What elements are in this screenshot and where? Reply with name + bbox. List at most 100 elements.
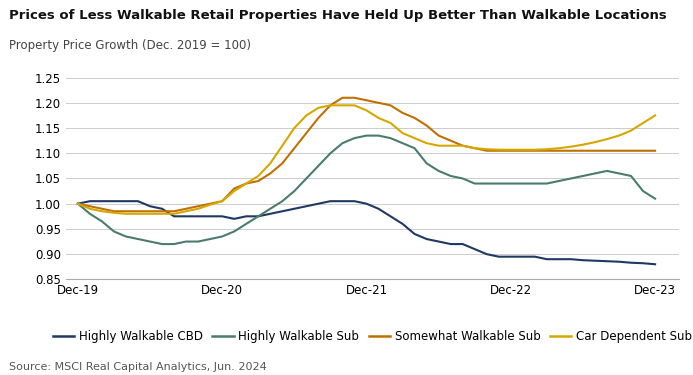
Car Dependent Sub [387,121,395,125]
Car Dependent Sub [242,181,250,186]
Highly Walkable Sub [471,181,479,186]
Highly Walkable CBD [615,260,623,264]
Highly Walkable Sub [531,181,539,186]
Highly Walkable CBD [531,254,539,259]
Somewhat Walkable Sub [326,103,335,108]
Highly Walkable CBD [410,232,419,236]
Somewhat Walkable Sub [266,171,274,176]
Somewhat Walkable Sub [495,148,503,153]
Highly Walkable Sub [591,171,599,176]
Highly Walkable CBD [86,199,94,203]
Somewhat Walkable Sub [471,146,479,150]
Somewhat Walkable Sub [338,96,346,100]
Car Dependent Sub [495,147,503,152]
Car Dependent Sub [398,131,407,135]
Somewhat Walkable Sub [182,207,191,211]
Somewhat Walkable Sub [170,209,178,213]
Highly Walkable CBD [507,254,515,259]
Highly Walkable CBD [338,199,346,203]
Somewhat Walkable Sub [230,186,238,191]
Somewhat Walkable Sub [206,201,214,206]
Car Dependent Sub [471,146,479,150]
Highly Walkable Sub [603,169,611,173]
Highly Walkable CBD [146,204,154,209]
Highly Walkable CBD [182,214,191,219]
Highly Walkable CBD [482,252,491,257]
Highly Walkable CBD [134,199,142,203]
Somewhat Walkable Sub [423,123,431,128]
Car Dependent Sub [482,147,491,152]
Highly Walkable CBD [387,214,395,219]
Highly Walkable Sub [98,219,106,224]
Somewhat Walkable Sub [242,181,250,186]
Highly Walkable Sub [206,237,214,241]
Highly Walkable CBD [206,214,214,219]
Highly Walkable Sub [554,179,563,183]
Highly Walkable Sub [290,189,299,194]
Somewhat Walkable Sub [459,144,467,148]
Car Dependent Sub [591,140,599,144]
Line: Car Dependent Sub: Car Dependent Sub [78,105,655,214]
Somewhat Walkable Sub [86,204,94,209]
Line: Highly Walkable CBD: Highly Walkable CBD [78,201,655,264]
Car Dependent Sub [230,189,238,194]
Highly Walkable Sub [507,181,515,186]
Highly Walkable CBD [242,214,250,219]
Highly Walkable Sub [495,181,503,186]
Car Dependent Sub [338,103,346,108]
Somewhat Walkable Sub [591,148,599,153]
Highly Walkable Sub [374,134,383,138]
Car Dependent Sub [639,121,647,125]
Highly Walkable CBD [591,258,599,263]
Highly Walkable Sub [446,174,455,178]
Car Dependent Sub [302,113,310,118]
Car Dependent Sub [218,199,227,203]
Somewhat Walkable Sub [435,134,443,138]
Highly Walkable CBD [603,259,611,264]
Highly Walkable Sub [423,161,431,166]
Highly Walkable Sub [326,151,335,156]
Highly Walkable Sub [387,136,395,140]
Highly Walkable Sub [182,239,191,244]
Car Dependent Sub [206,202,214,207]
Highly Walkable Sub [158,242,166,246]
Car Dependent Sub [278,144,286,148]
Highly Walkable CBD [218,214,227,219]
Somewhat Walkable Sub [627,148,635,153]
Car Dependent Sub [266,161,274,166]
Somewhat Walkable Sub [651,148,659,153]
Highly Walkable CBD [374,207,383,211]
Highly Walkable Sub [362,134,371,138]
Somewhat Walkable Sub [350,96,358,100]
Highly Walkable Sub [109,229,118,234]
Text: Source: MSCI Real Capital Analytics, Jun. 2024: Source: MSCI Real Capital Analytics, Jun… [9,362,267,372]
Car Dependent Sub [603,137,611,141]
Highly Walkable CBD [278,209,286,213]
Car Dependent Sub [543,147,551,152]
Highly Walkable Sub [615,171,623,176]
Highly Walkable CBD [423,237,431,241]
Highly Walkable CBD [314,201,322,206]
Highly Walkable CBD [543,257,551,261]
Highly Walkable Sub [627,174,635,178]
Car Dependent Sub [374,116,383,120]
Highly Walkable CBD [98,199,106,203]
Legend: Highly Walkable CBD, Highly Walkable Sub, Somewhat Walkable Sub, Car Dependent S: Highly Walkable CBD, Highly Walkable Sub… [49,326,693,348]
Car Dependent Sub [290,126,299,130]
Highly Walkable Sub [651,196,659,201]
Highly Walkable CBD [435,239,443,244]
Somewhat Walkable Sub [278,161,286,166]
Somewhat Walkable Sub [507,148,515,153]
Highly Walkable CBD [290,207,299,211]
Car Dependent Sub [98,209,106,213]
Somewhat Walkable Sub [579,148,587,153]
Car Dependent Sub [435,144,443,148]
Highly Walkable CBD [350,199,358,203]
Highly Walkable Sub [639,189,647,194]
Somewhat Walkable Sub [615,148,623,153]
Highly Walkable Sub [410,146,419,150]
Car Dependent Sub [615,134,623,138]
Highly Walkable Sub [518,181,527,186]
Highly Walkable Sub [170,242,178,246]
Highly Walkable Sub [398,141,407,146]
